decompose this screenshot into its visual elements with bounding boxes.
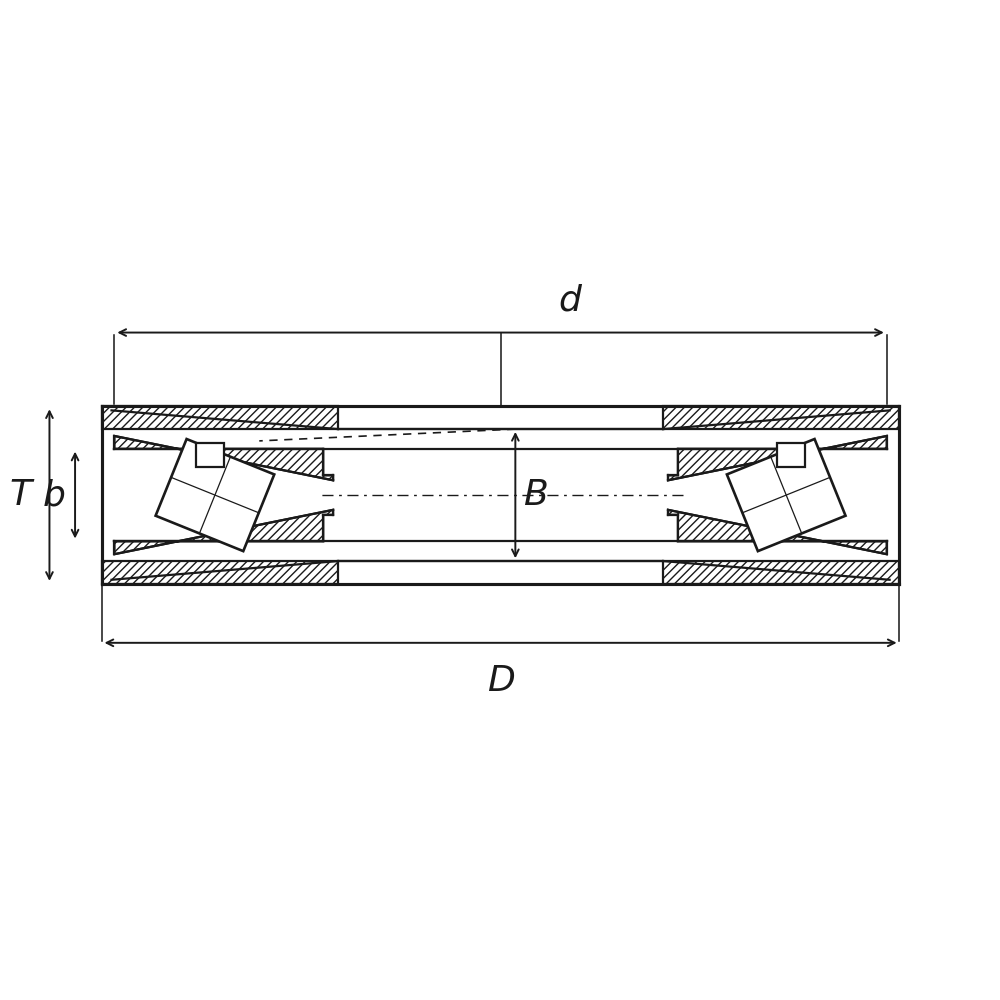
Polygon shape [102, 406, 338, 429]
Polygon shape [114, 510, 333, 554]
Polygon shape [102, 561, 338, 584]
Polygon shape [114, 436, 333, 480]
Polygon shape [196, 443, 224, 467]
Text: d: d [558, 284, 581, 318]
Polygon shape [777, 443, 805, 467]
Text: D: D [487, 664, 515, 698]
Polygon shape [663, 561, 899, 584]
Polygon shape [663, 406, 899, 429]
Text: B: B [523, 478, 548, 512]
Polygon shape [668, 510, 887, 554]
Polygon shape [727, 439, 846, 551]
Polygon shape [156, 439, 274, 551]
Text: b: b [42, 478, 65, 512]
Text: T: T [10, 478, 32, 512]
Polygon shape [668, 436, 887, 480]
